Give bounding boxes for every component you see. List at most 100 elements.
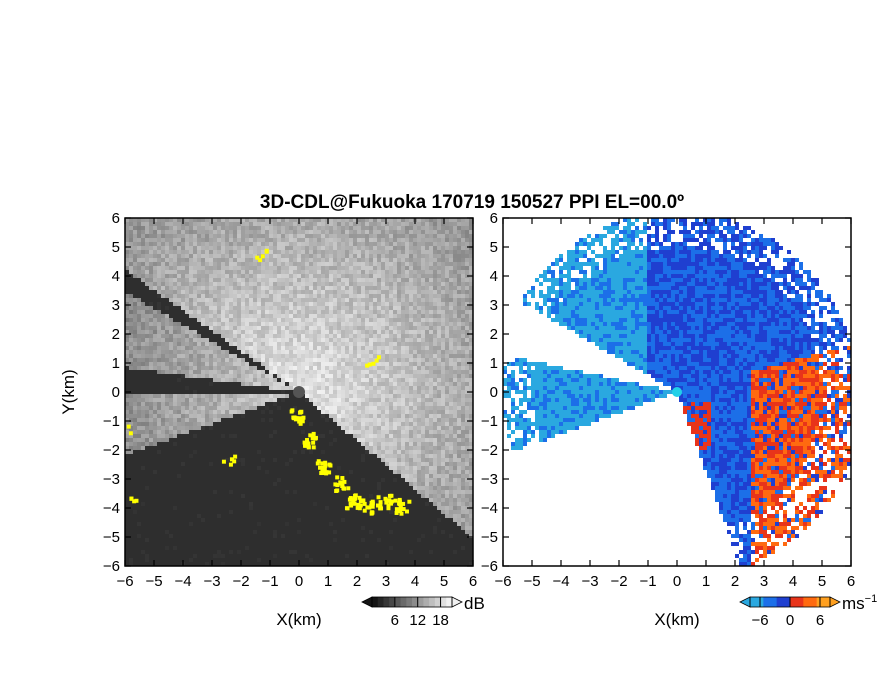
- signal-cell: [181, 278, 185, 282]
- signal-cell: [249, 318, 253, 322]
- signal-cell: [349, 218, 353, 222]
- signal-cell: [409, 430, 413, 434]
- signal-cell: [457, 522, 461, 526]
- signal-cell: [217, 286, 221, 290]
- signal-cell: [185, 398, 189, 402]
- signal-cell: [141, 430, 145, 434]
- signal-cell: [369, 442, 373, 446]
- signal-cell: [149, 334, 153, 338]
- signal-cell: [289, 334, 293, 338]
- signal-cell: [453, 482, 457, 486]
- signal-cell: [325, 226, 329, 230]
- signal-cell: [429, 262, 433, 266]
- signal-cell: [329, 222, 333, 226]
- signal-cell: [453, 502, 457, 506]
- signal-cell: [145, 414, 149, 418]
- signal-cell: [185, 222, 189, 226]
- signal-cell: [197, 262, 201, 266]
- signal-cell: [129, 242, 133, 246]
- signal-cell: [277, 310, 281, 314]
- signal-cell: [173, 270, 177, 274]
- signal-cell: [297, 374, 301, 378]
- signal-cell: [445, 350, 449, 354]
- signal-cell: [429, 250, 433, 254]
- signal-cell: [185, 350, 189, 354]
- signal-cell: [269, 322, 273, 326]
- signal-cell: [145, 314, 149, 318]
- signal-cell: [317, 262, 321, 266]
- signal-cell: [173, 350, 177, 354]
- signal-cell: [261, 302, 265, 306]
- signal-cell: [369, 446, 373, 450]
- signal-cell: [421, 430, 425, 434]
- signal-cell: [453, 470, 457, 474]
- signal-cell: [297, 302, 301, 306]
- signal-cell: [457, 354, 461, 358]
- signal-cell: [437, 294, 441, 298]
- signal-cell: [417, 242, 421, 246]
- signal-cell: [381, 438, 385, 442]
- signal-cell: [421, 262, 425, 266]
- signal-cell: [209, 230, 213, 234]
- signal-cell: [133, 302, 137, 306]
- signal-cell: [265, 350, 269, 354]
- signal-cell: [265, 258, 269, 262]
- signal-cell: [441, 446, 445, 450]
- signal-cell: [449, 378, 453, 382]
- signal-cell: [341, 230, 345, 234]
- signal-cell: [345, 270, 349, 274]
- signal-cell: [241, 254, 245, 258]
- signal-cell: [285, 238, 289, 242]
- signal-cell: [353, 242, 357, 246]
- signal-cell: [329, 414, 333, 418]
- signal-cell: [229, 266, 233, 270]
- signal-cell: [269, 258, 273, 262]
- signal-cell: [181, 326, 185, 330]
- signal-cell: [161, 358, 165, 362]
- signal-cell: [441, 370, 445, 374]
- signal-cell: [245, 266, 249, 270]
- signal-cell: [461, 218, 465, 222]
- signal-cell: [357, 322, 361, 326]
- signal-cell: [137, 426, 141, 430]
- signal-cell: [177, 430, 181, 434]
- signal-cell: [385, 262, 389, 266]
- signal-cell: [349, 350, 353, 354]
- signal-cell: [253, 222, 257, 226]
- signal-cell: [297, 378, 301, 382]
- signal-cell: [205, 314, 209, 318]
- signal-cell: [413, 430, 417, 434]
- signal-cell: [385, 330, 389, 334]
- signal-cell: [157, 218, 161, 222]
- signal-cell: [261, 298, 265, 302]
- signal-cell: [281, 398, 285, 402]
- signal-cell: [257, 262, 261, 266]
- signal-cell: [229, 254, 233, 258]
- signal-cell: [281, 374, 285, 378]
- signal-cell: [441, 374, 445, 378]
- signal-cell: [249, 266, 253, 270]
- signal-cell: [461, 454, 465, 458]
- signal-cell: [177, 262, 181, 266]
- signal-cell: [173, 418, 177, 422]
- signal-echo-cell: [340, 476, 345, 481]
- signal-cell: [137, 254, 141, 258]
- signal-cell: [397, 238, 401, 242]
- signal-cell: [429, 266, 433, 270]
- signal-cell: [233, 358, 237, 362]
- signal-cell: [305, 238, 309, 242]
- signal-cell: [193, 398, 197, 402]
- signal-cell: [165, 306, 169, 310]
- signal-cell: [445, 282, 449, 286]
- signal-cell: [241, 354, 245, 358]
- signal-cell: [125, 226, 129, 230]
- signal-cell: [469, 486, 473, 490]
- signal-cell: [129, 346, 133, 350]
- signal-cell: [457, 482, 461, 486]
- signal-cell: [297, 254, 301, 258]
- signal-cell: [389, 238, 393, 242]
- signal-cell: [405, 322, 409, 326]
- signal-cell: [357, 410, 361, 414]
- signal-cell: [357, 402, 361, 406]
- signal-cell: [309, 342, 313, 346]
